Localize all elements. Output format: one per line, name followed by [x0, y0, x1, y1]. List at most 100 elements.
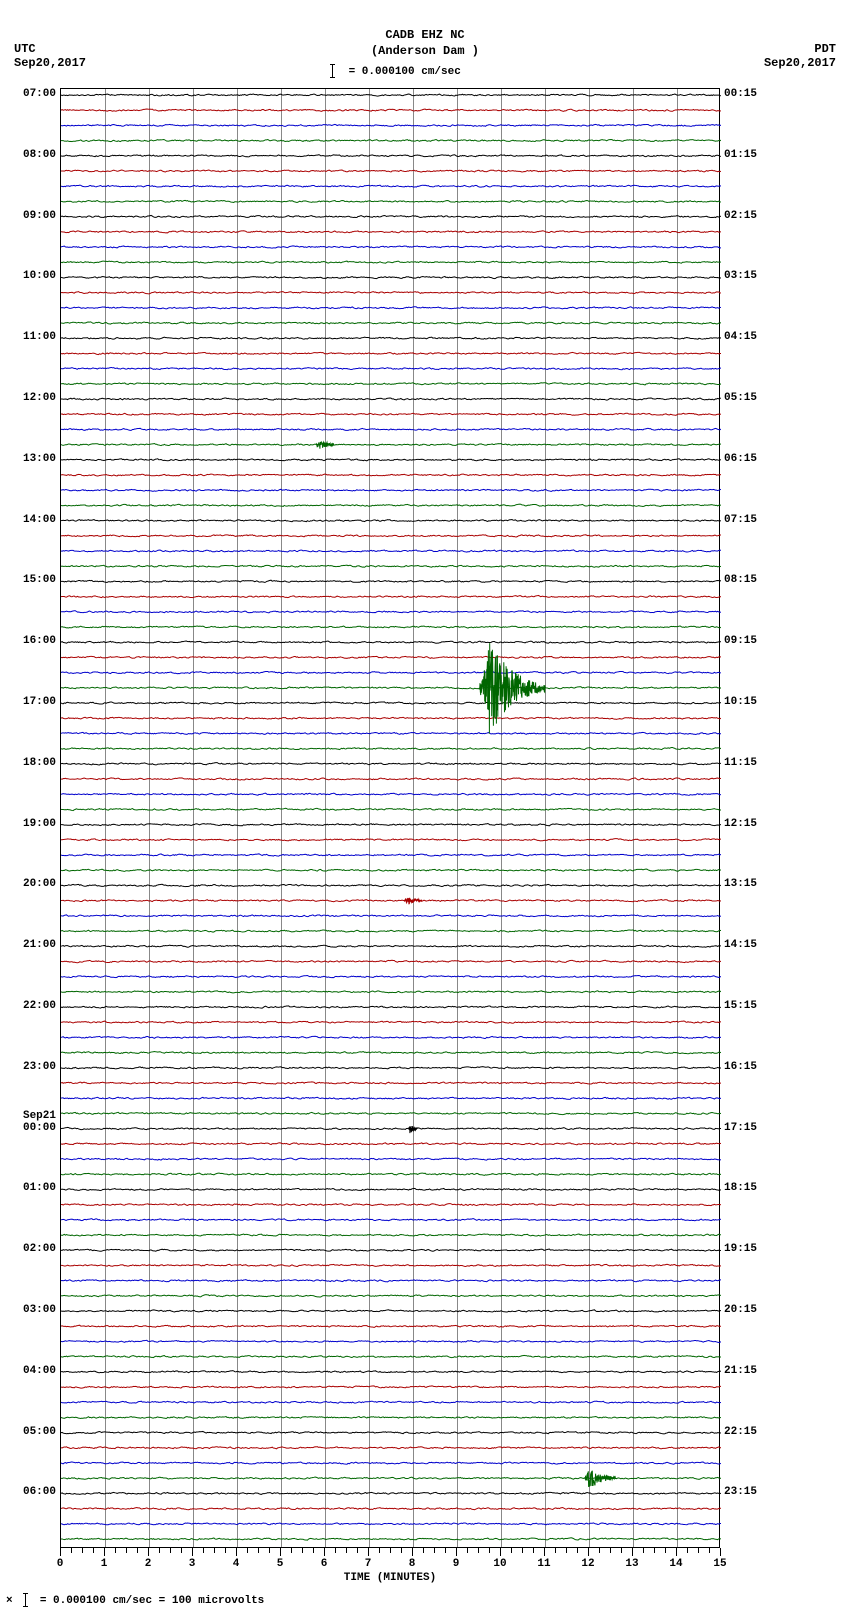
utc-hour-label: 08:00 — [23, 149, 56, 161]
station-name: (Anderson Dam ) — [0, 44, 850, 58]
x-tick-label: 4 — [233, 1558, 240, 1570]
utc-hour-label: 00:00 — [23, 1122, 56, 1134]
x-minor-tick — [654, 1548, 655, 1553]
pdt-hour-label: 11:15 — [724, 757, 757, 769]
x-minor-tick — [291, 1548, 292, 1553]
x-tick-label: 15 — [713, 1558, 726, 1570]
pdt-hour-label: 05:15 — [724, 392, 757, 404]
utc-hour-label: 23:00 — [23, 1061, 56, 1073]
x-minor-tick — [82, 1548, 83, 1553]
scale-bar-icon — [330, 64, 336, 78]
utc-hour-label: 04:00 — [23, 1365, 56, 1377]
left-time-axis: 07:0008:0009:0010:0011:0012:0013:0014:00… — [0, 88, 60, 1548]
pdt-hour-label: 09:15 — [724, 635, 757, 647]
pdt-hour-label: 13:15 — [724, 878, 757, 890]
pdt-hour-label: 17:15 — [724, 1122, 757, 1134]
x-minor-tick — [665, 1548, 666, 1553]
x-tick-label: 0 — [57, 1558, 64, 1570]
x-minor-tick — [258, 1548, 259, 1553]
pdt-hour-label: 16:15 — [724, 1061, 757, 1073]
pdt-hour-label: 23:15 — [724, 1486, 757, 1498]
x-minor-tick — [687, 1548, 688, 1553]
utc-hour-label: 13:00 — [23, 453, 56, 465]
pdt-hour-label: 04:15 — [724, 331, 757, 343]
x-minor-tick — [71, 1548, 72, 1553]
x-minor-tick — [577, 1548, 578, 1553]
pdt-hour-label: 00:15 — [724, 88, 757, 100]
pdt-hour-label: 19:15 — [724, 1243, 757, 1255]
x-minor-tick — [302, 1548, 303, 1553]
x-minor-tick — [214, 1548, 215, 1553]
x-tick-label: 13 — [625, 1558, 638, 1570]
x-minor-tick — [555, 1548, 556, 1553]
x-minor-tick — [159, 1548, 160, 1553]
date-break-label: Sep21 — [23, 1110, 56, 1122]
x-minor-tick — [522, 1548, 523, 1553]
scale-indicator: = 0.000100 cm/sec — [330, 64, 461, 78]
x-tick — [720, 1548, 721, 1556]
x-tick-label: 9 — [453, 1558, 460, 1570]
x-tick — [236, 1548, 237, 1556]
x-tick-label: 11 — [537, 1558, 550, 1570]
utc-hour-label: 03:00 — [23, 1304, 56, 1316]
pdt-hour-label: 22:15 — [724, 1426, 757, 1438]
utc-hour-label: 05:00 — [23, 1426, 56, 1438]
utc-hour-label: 11:00 — [23, 331, 56, 343]
x-minor-tick — [203, 1548, 204, 1553]
x-minor-tick — [566, 1548, 567, 1553]
scale-label: = 0.000100 cm/sec — [349, 66, 461, 78]
x-minor-tick — [478, 1548, 479, 1553]
utc-hour-label: 02:00 — [23, 1243, 56, 1255]
x-tick-label: 2 — [145, 1558, 152, 1570]
x-tick-label: 14 — [669, 1558, 682, 1570]
x-minor-tick — [533, 1548, 534, 1553]
x-minor-tick — [643, 1548, 644, 1553]
utc-hour-label: 14:00 — [23, 514, 56, 526]
x-minor-tick — [137, 1548, 138, 1553]
utc-hour-label: 21:00 — [23, 939, 56, 951]
x-tick-label: 3 — [189, 1558, 196, 1570]
utc-hour-label: 22:00 — [23, 1000, 56, 1012]
utc-hour-label: 10:00 — [23, 270, 56, 282]
x-tick-label: 5 — [277, 1558, 284, 1570]
x-minor-tick — [401, 1548, 402, 1553]
x-minor-tick — [709, 1548, 710, 1553]
x-minor-tick — [423, 1548, 424, 1553]
date-left: Sep20,2017 — [14, 56, 86, 70]
pdt-hour-label: 14:15 — [724, 939, 757, 951]
x-minor-tick — [621, 1548, 622, 1553]
x-tick-label: 8 — [409, 1558, 416, 1570]
x-minor-tick — [269, 1548, 270, 1553]
pdt-hour-label: 01:15 — [724, 149, 757, 161]
x-minor-tick — [434, 1548, 435, 1553]
x-tick — [412, 1548, 413, 1556]
traces-svg — [61, 89, 721, 1549]
footer-scale-bar-icon — [23, 1593, 29, 1607]
x-minor-tick — [225, 1548, 226, 1553]
pdt-hour-label: 21:15 — [724, 1365, 757, 1377]
x-tick — [192, 1548, 193, 1556]
x-tick-label: 1 — [101, 1558, 108, 1570]
x-tick — [104, 1548, 105, 1556]
right-time-axis: 00:1501:1502:1503:1504:1505:1506:1507:15… — [720, 88, 850, 1548]
x-tick — [324, 1548, 325, 1556]
x-tick-label: 10 — [493, 1558, 506, 1570]
timezone-left: UTC — [14, 42, 36, 56]
x-tick — [60, 1548, 61, 1556]
x-tick — [544, 1548, 545, 1556]
utc-hour-label: 06:00 — [23, 1486, 56, 1498]
x-minor-tick — [599, 1548, 600, 1553]
utc-hour-label: 15:00 — [23, 574, 56, 586]
x-minor-tick — [247, 1548, 248, 1553]
x-tick — [280, 1548, 281, 1556]
x-tick — [148, 1548, 149, 1556]
x-axis-label: TIME (MINUTES) — [344, 1572, 436, 1584]
x-axis: TIME (MINUTES) 0123456789101112131415 — [60, 1548, 720, 1578]
utc-hour-label: 12:00 — [23, 392, 56, 404]
pdt-hour-label: 02:15 — [724, 210, 757, 222]
pdt-hour-label: 03:15 — [724, 270, 757, 282]
x-minor-tick — [313, 1548, 314, 1553]
utc-hour-label: 16:00 — [23, 635, 56, 647]
utc-hour-label: 20:00 — [23, 878, 56, 890]
pdt-hour-label: 07:15 — [724, 514, 757, 526]
